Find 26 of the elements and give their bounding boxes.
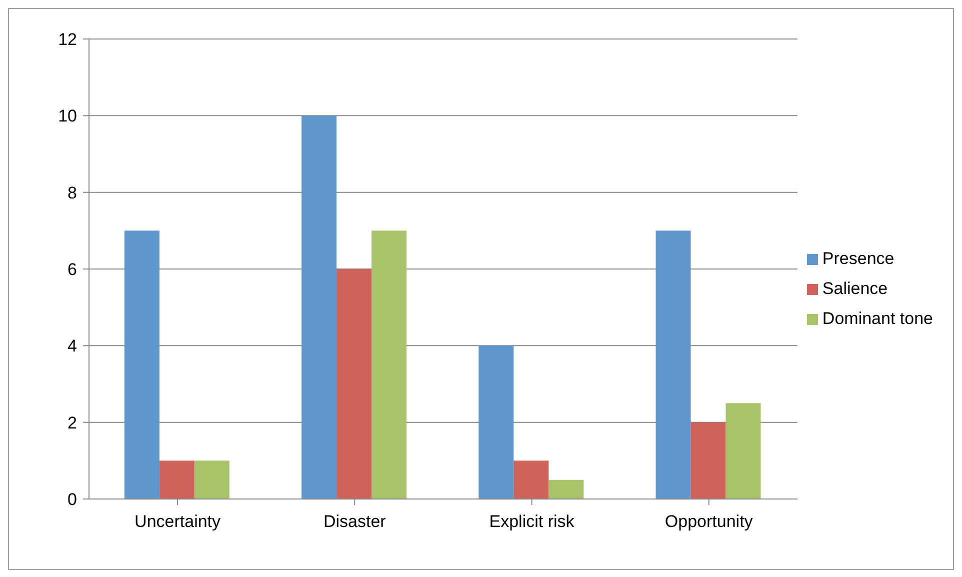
bar	[159, 460, 194, 499]
bar	[514, 460, 549, 499]
bar	[478, 346, 514, 499]
x-tick-label: Opportunity	[664, 512, 754, 532]
bar	[690, 422, 726, 499]
x-tick-label: Uncertainty	[134, 512, 222, 532]
y-tick-label: 0	[68, 490, 77, 510]
y-tick-label: 12	[58, 30, 77, 50]
x-tick-label: Explicit risk	[489, 512, 575, 532]
bar	[302, 116, 337, 499]
y-tick-label: 8	[68, 183, 77, 202]
bar	[194, 460, 230, 499]
y-tick-label: 10	[58, 106, 77, 126]
y-tick-label: 6	[68, 260, 77, 280]
y-tick-label: 2	[68, 413, 77, 432]
legend-label: Dominant tone	[822, 309, 933, 328]
bar	[336, 269, 372, 499]
bar	[548, 480, 584, 499]
bar	[726, 403, 761, 499]
y-tick-label: 4	[68, 336, 77, 356]
bar	[124, 230, 160, 499]
x-tick-label: Disaster	[323, 512, 386, 532]
legend-label: Presence	[822, 249, 894, 268]
bar	[372, 230, 407, 499]
bar	[656, 230, 691, 499]
legend-label: Salience	[822, 279, 888, 298]
